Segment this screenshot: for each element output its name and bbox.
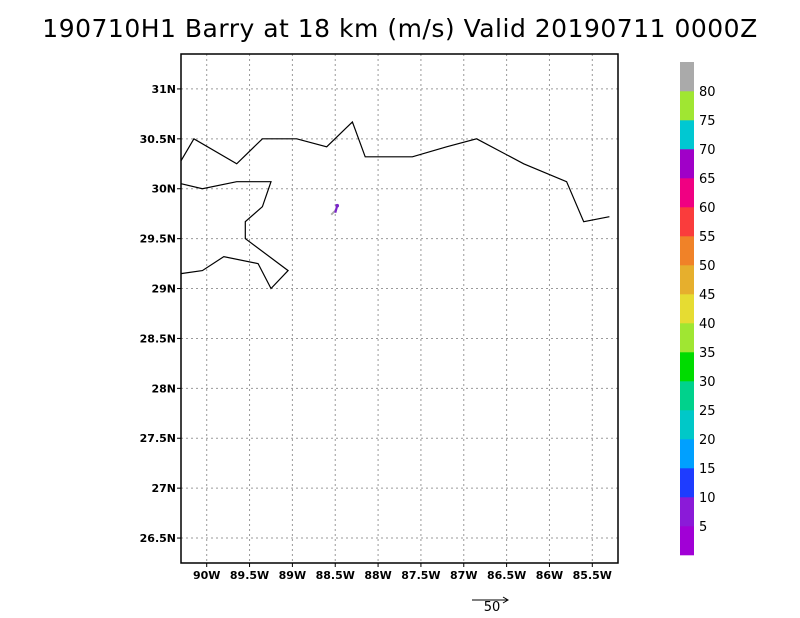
colorbar-labels: 5 10 15 20 25 30 35 40 45 50 55 60 65 70 75 80 xyxy=(699,85,716,535)
colorbar-label: 50 xyxy=(699,259,716,274)
storm-symbol xyxy=(330,203,340,216)
colorbar-label: 20 xyxy=(699,433,716,448)
lat-tick-label: 29.5N xyxy=(140,233,176,246)
lon-tick-label: 87W xyxy=(450,569,477,582)
coastline xyxy=(180,120,610,223)
colorbar-swatch xyxy=(680,265,694,295)
colorbar-swatch xyxy=(680,294,694,324)
colorbar-label: 45 xyxy=(699,288,716,303)
colorbar-label: 55 xyxy=(699,230,716,245)
lon-tick-label: 90W xyxy=(193,569,220,582)
lat-axis: 31N 30.5N 30N 29.5N 29N 28.5N 28N 27.5N 27N 26.5N xyxy=(140,83,181,545)
colorbar-label: 35 xyxy=(699,346,716,361)
colorbar-label: 10 xyxy=(699,491,716,506)
lon-tick-label: 88.5W xyxy=(316,569,355,582)
lat-tick-label: 27N xyxy=(151,482,176,495)
lon-tick-label: 86W xyxy=(536,569,563,582)
colorbar-swatch xyxy=(680,120,694,150)
lon-tick-label: 89.5W xyxy=(230,569,269,582)
colorbar-swatch xyxy=(680,410,694,440)
lat-tick-label: 28N xyxy=(151,382,176,395)
colorbar-swatch xyxy=(680,236,694,266)
colorbar-swatch xyxy=(680,149,694,179)
lon-axis: 90W 89.5W 89W 88.5W 88W 87.5W 87W 86.5W 86W 85.5W xyxy=(193,563,612,582)
colorbar-swatch xyxy=(680,468,694,498)
colorbar-swatch xyxy=(680,381,694,411)
colorbar-swatch xyxy=(680,352,694,382)
lat-tick-label: 31N xyxy=(151,83,176,96)
lat-tick-label: 26.5N xyxy=(140,532,176,545)
lat-tick-label: 30.5N xyxy=(140,133,176,146)
colorbar-swatches xyxy=(680,62,694,556)
colorbar-swatch xyxy=(680,439,694,469)
lat-tick-label: 30N xyxy=(151,183,176,196)
colorbar-swatch xyxy=(680,62,694,92)
colorbar-label: 75 xyxy=(699,114,716,129)
lon-tick-label: 87.5W xyxy=(401,569,440,582)
lat-tick-label: 27.5N xyxy=(140,432,176,445)
lat-tick-label: 28.5N xyxy=(140,332,176,345)
colorbar-label: 5 xyxy=(699,520,707,535)
colorbar-label: 80 xyxy=(699,85,716,100)
lon-tick-label: 85.5W xyxy=(573,569,612,582)
reference-vector-arrowhead xyxy=(502,596,509,604)
lon-tick-label: 86.5W xyxy=(487,569,526,582)
colorbar-swatch xyxy=(680,497,694,527)
storm-center-dot xyxy=(335,203,340,208)
colorbar-swatch xyxy=(680,207,694,237)
figure-title: 190710H1 Barry at 18 km (m/s) Valid 2019… xyxy=(42,14,758,43)
lat-tick-label: 29N xyxy=(151,283,176,296)
colorbar-label: 65 xyxy=(699,172,716,187)
map-frame xyxy=(180,53,619,564)
coastlines xyxy=(180,120,610,290)
colorbar-swatch xyxy=(680,323,694,353)
colorbar-label: 70 xyxy=(699,143,716,158)
colorbar-label: 60 xyxy=(699,201,716,216)
lon-tick-label: 88W xyxy=(364,569,391,582)
colorbar-swatch xyxy=(680,178,694,208)
colorbar-label: 40 xyxy=(699,317,716,332)
colorbar-label: 30 xyxy=(699,375,716,390)
colorbar-swatch xyxy=(680,91,694,121)
colorbar-label: 25 xyxy=(699,404,716,419)
coastline xyxy=(180,181,290,290)
colorbar-swatch xyxy=(680,526,694,556)
reference-vector-label: 50 xyxy=(483,600,501,615)
colorbar-label: 15 xyxy=(699,462,716,477)
lon-tick-label: 89W xyxy=(279,569,306,582)
reference-vector xyxy=(472,596,509,604)
